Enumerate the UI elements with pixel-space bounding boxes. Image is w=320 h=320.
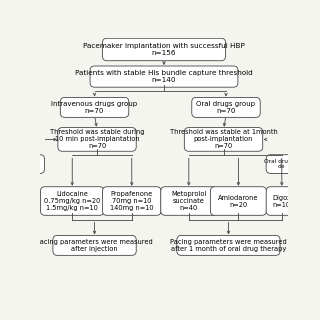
Text: Oral drugs group
n=70: Oral drugs group n=70 (196, 101, 255, 114)
Text: Propafenone
70mg n=10
140mg n=10: Propafenone 70mg n=10 140mg n=10 (110, 191, 154, 211)
FancyBboxPatch shape (58, 128, 136, 151)
Text: Digox
n=10: Digox n=10 (272, 195, 291, 208)
Text: Patients with stable His bundle capture threshold
n=140: Patients with stable His bundle capture … (75, 70, 253, 83)
FancyBboxPatch shape (102, 38, 226, 61)
FancyBboxPatch shape (177, 236, 280, 255)
Text: Pacing parameters were measured
after injection: Pacing parameters were measured after in… (36, 239, 153, 252)
FancyBboxPatch shape (266, 187, 297, 215)
FancyBboxPatch shape (102, 187, 161, 215)
FancyBboxPatch shape (266, 155, 297, 173)
FancyBboxPatch shape (161, 187, 217, 215)
FancyBboxPatch shape (60, 97, 129, 117)
Text: Oral drugs b
de: Oral drugs b de (264, 159, 300, 170)
Text: Threshold was stable at 1month
post-implantation
n=70: Threshold was stable at 1month post-impl… (170, 129, 277, 149)
Text: Amiodarone
n=20: Amiodarone n=20 (218, 195, 259, 208)
FancyBboxPatch shape (184, 128, 263, 151)
FancyBboxPatch shape (16, 155, 44, 173)
Text: Pacemaker implantation with successful HBP
n=156: Pacemaker implantation with successful H… (83, 43, 245, 56)
Text: Metoprolol
succinate
n=40: Metoprolol succinate n=40 (171, 191, 206, 211)
Text: Pacing parameters were measured
after 1 month of oral drug therapy: Pacing parameters were measured after 1 … (170, 239, 287, 252)
Text: n: n (28, 161, 32, 167)
FancyBboxPatch shape (210, 187, 267, 215)
Text: Intravenous drugs group
n=70: Intravenous drugs group n=70 (52, 101, 138, 114)
FancyBboxPatch shape (192, 97, 260, 117)
Text: Threshold was stable during
10 min post-implantation
n=70: Threshold was stable during 10 min post-… (50, 129, 144, 149)
Text: Lidocaine
0.75mg/kg n=20
1.5mg/kg n=10: Lidocaine 0.75mg/kg n=20 1.5mg/kg n=10 (44, 191, 100, 211)
FancyBboxPatch shape (41, 187, 104, 215)
FancyBboxPatch shape (53, 236, 136, 255)
FancyBboxPatch shape (90, 66, 238, 87)
